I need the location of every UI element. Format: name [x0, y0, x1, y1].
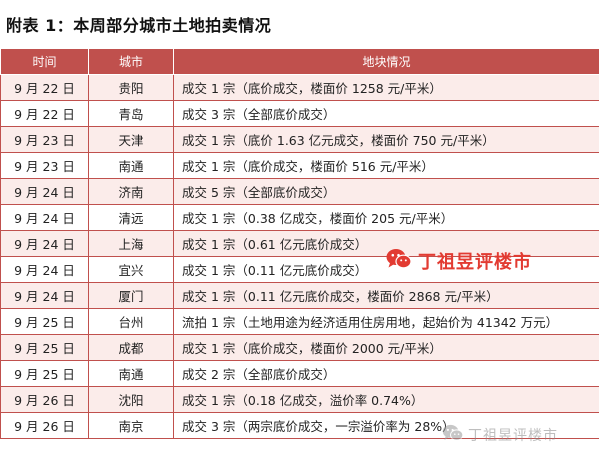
cell-info: 成交 1 宗（底价成交，楼面价 2000 元/平米） [173, 334, 599, 361]
cell-date: 9 月 22 日 [0, 100, 89, 127]
cell-date: 9 月 24 日 [0, 178, 89, 205]
cell-city: 青岛 [88, 100, 174, 127]
cell-city: 宜兴 [88, 256, 174, 283]
cell-city: 南通 [88, 360, 174, 387]
table-row: 9 月 24 日 清远 成交 1 宗（0.38 亿成交，楼面价 205 元/平米… [0, 204, 599, 231]
cell-city: 台州 [88, 308, 174, 335]
cell-date: 9 月 24 日 [0, 282, 89, 309]
table-row: 9 月 22 日 青岛 成交 3 宗（全部底价成交） [0, 100, 599, 127]
cell-city: 上海 [88, 230, 174, 257]
land-auction-table: 时间 城市 地块情况 9 月 22 日 贵阳 成交 1 宗（底价成交，楼面价 1… [0, 48, 599, 439]
cell-info: 成交 5 宗（全部底价成交） [173, 178, 599, 205]
cell-city: 南京 [88, 412, 174, 439]
wechat-icon [386, 248, 412, 274]
cell-date: 9 月 23 日 [0, 126, 89, 153]
cell-info: 成交 1 宗（0.11 亿元底价成交） [173, 256, 599, 283]
watermark-bottom: 丁祖昱评楼市 [442, 424, 558, 446]
cell-city: 厦门 [88, 282, 174, 309]
cell-info: 成交 1 宗（0.11 亿元底价成交，楼面价 2868 元/平米） [173, 282, 599, 309]
cell-date: 9 月 24 日 [0, 256, 89, 283]
cell-info: 成交 1 宗（0.38 亿成交，楼面价 205 元/平米） [173, 204, 599, 231]
cell-date: 9 月 26 日 [0, 386, 89, 413]
table-row: 9 月 22 日 贵阳 成交 1 宗（底价成交，楼面价 1258 元/平米） [0, 74, 599, 101]
cell-date: 9 月 25 日 [0, 334, 89, 361]
table-row: 9 月 25 日 台州 流拍 1 宗（土地用途为经济适用住房用地，起始价为 41… [0, 308, 599, 335]
cell-info: 成交 1 宗（底价成交，楼面价 1258 元/平米） [173, 74, 599, 101]
table-row: 9 月 26 日 沈阳 成交 1 宗（0.18 亿成交，溢价率 0.74%） [0, 386, 599, 413]
column-header-city: 城市 [88, 48, 174, 75]
column-header-info: 地块情况 [173, 48, 599, 75]
table-row: 9 月 25 日 成都 成交 1 宗（底价成交，楼面价 2000 元/平米） [0, 334, 599, 361]
watermark-bottom-text: 丁祖昱评楼市 [468, 428, 558, 444]
cell-date: 9 月 25 日 [0, 360, 89, 387]
cell-info: 成交 3 宗（两宗底价成交，一宗溢价率为 28%） [173, 412, 599, 439]
cell-info: 成交 3 宗（全部底价成交） [173, 100, 599, 127]
page-title: 附表 1：本周部分城市土地拍卖情况 [6, 16, 272, 35]
table-row: 9 月 24 日 厦门 成交 1 宗（0.11 亿元底价成交，楼面价 2868 … [0, 282, 599, 309]
cell-city: 成都 [88, 334, 174, 361]
cell-city: 贵阳 [88, 74, 174, 101]
wechat-icon [442, 424, 464, 446]
cell-date: 9 月 23 日 [0, 152, 89, 179]
cell-info: 成交 1 宗（底价 1.63 亿元成交，楼面价 750 元/平米） [173, 126, 599, 153]
cell-city: 沈阳 [88, 386, 174, 413]
cell-date: 9 月 26 日 [0, 412, 89, 439]
watermark-main: 丁祖昱评楼市 [386, 248, 532, 274]
cell-city: 清远 [88, 204, 174, 231]
cell-info: 成交 1 宗（底价成交，楼面价 516 元/平米） [173, 152, 599, 179]
table-row: 9 月 23 日 天津 成交 1 宗（底价 1.63 亿元成交，楼面价 750 … [0, 126, 599, 153]
cell-date: 9 月 24 日 [0, 230, 89, 257]
table-row: 9 月 24 日 济南 成交 5 宗（全部底价成交） [0, 178, 599, 205]
table-row: 9 月 24 日 宜兴 成交 1 宗（0.11 亿元底价成交） [0, 256, 599, 283]
cell-info: 成交 1 宗（0.18 亿成交，溢价率 0.74%） [173, 386, 599, 413]
cell-info: 成交 2 宗（全部底价成交） [173, 360, 599, 387]
table-header-row: 时间 城市 地块情况 [0, 48, 599, 75]
cell-date: 9 月 25 日 [0, 308, 89, 335]
cell-date: 9 月 22 日 [0, 74, 89, 101]
cell-info: 流拍 1 宗（土地用途为经济适用住房用地，起始价为 41342 万元） [173, 308, 599, 335]
cell-date: 9 月 24 日 [0, 204, 89, 231]
table-row: 9 月 23 日 南通 成交 1 宗（底价成交，楼面价 516 元/平米） [0, 152, 599, 179]
cell-city: 天津 [88, 126, 174, 153]
cell-city: 济南 [88, 178, 174, 205]
table-row: 9 月 25 日 南通 成交 2 宗（全部底价成交） [0, 360, 599, 387]
column-header-date: 时间 [0, 48, 89, 75]
table-row: 9 月 26 日 南京 成交 3 宗（两宗底价成交，一宗溢价率为 28%） [0, 412, 599, 439]
watermark-main-text: 丁祖昱评楼市 [418, 252, 532, 273]
cell-city: 南通 [88, 152, 174, 179]
